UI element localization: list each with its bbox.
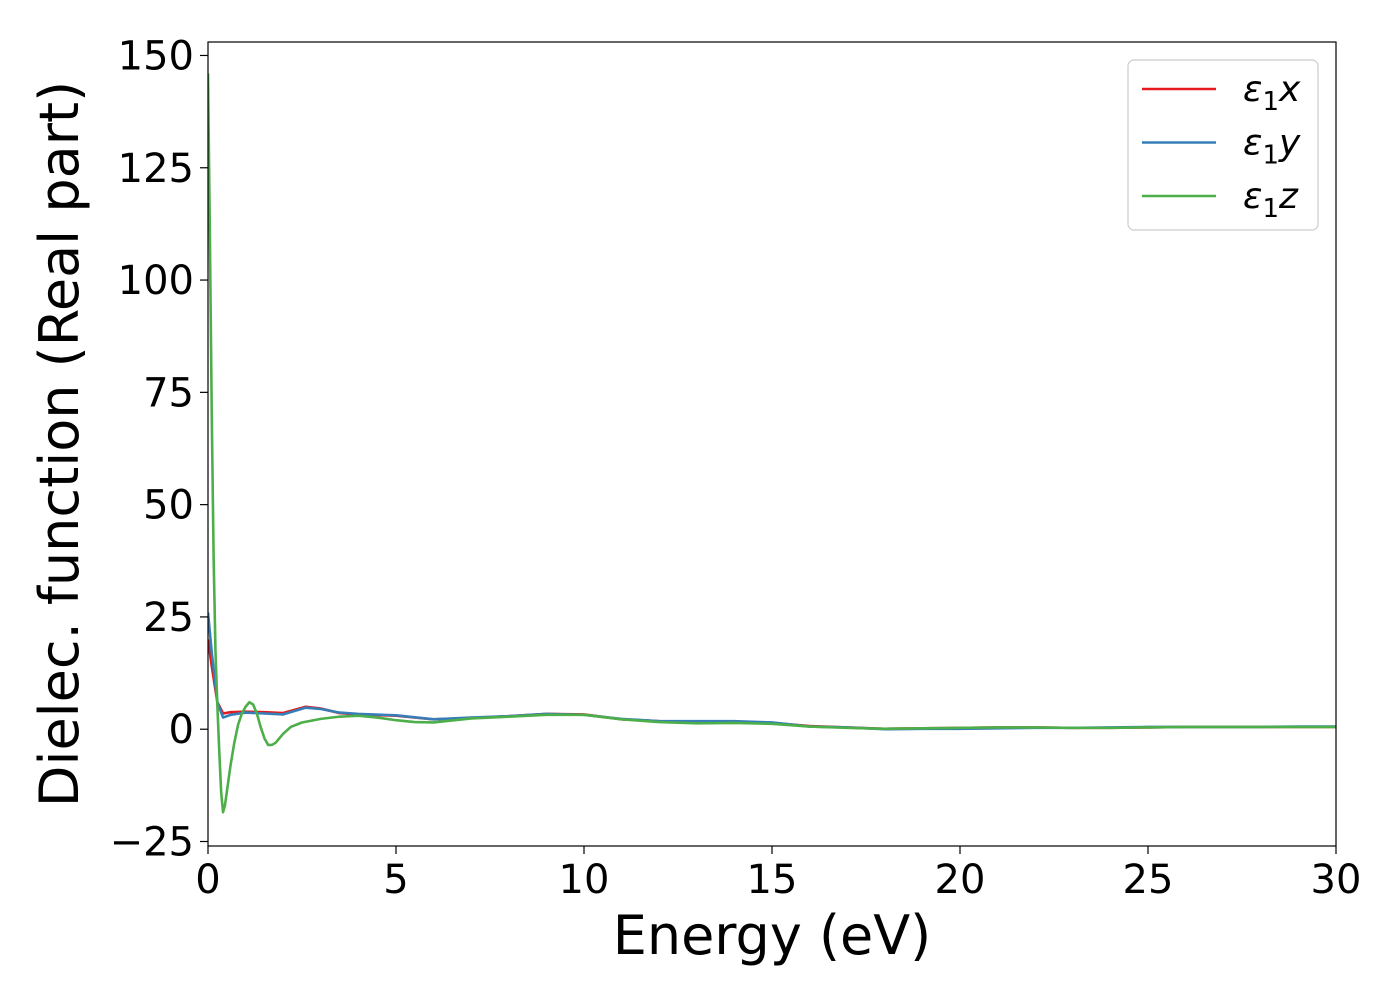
x-tick-label: 10 — [559, 857, 610, 903]
x-axis: 0 5 10 15 20 25 30 — [195, 846, 1361, 903]
y-tick-label: 75 — [143, 370, 194, 416]
y-tick-label: 100 — [118, 258, 194, 304]
y-tick-label: 50 — [143, 483, 194, 529]
y-tick-label: 125 — [118, 146, 194, 192]
y-tick-label: −25 — [110, 820, 194, 866]
legend-label-z: ε1z — [1243, 176, 1299, 224]
series-layer — [208, 73, 1336, 814]
y-tick-label: 25 — [143, 595, 194, 641]
y-axis: −25 0 25 50 75 100 125 150 — [110, 33, 208, 866]
legend-label-x: ε1x — [1243, 69, 1301, 117]
x-tick-label: 0 — [195, 857, 220, 903]
legend: ε1x ε1y ε1z — [1127, 59, 1319, 231]
legend-box — [1127, 59, 1319, 231]
x-tick-label: 25 — [1123, 857, 1174, 903]
series-line-z — [208, 73, 1336, 814]
legend-label-y: ε1y — [1243, 123, 1301, 171]
x-tick-label: 5 — [383, 857, 408, 903]
x-tick-label: 15 — [747, 857, 798, 903]
y-tick-label: 0 — [169, 707, 194, 753]
x-tick-label: 20 — [935, 857, 986, 903]
x-axis-title: Energy (eV) — [613, 904, 932, 967]
x-tick-label: 30 — [1311, 857, 1362, 903]
y-axis-title: Dielec. function (Real part) — [28, 81, 91, 807]
y-tick-label: 150 — [118, 33, 194, 79]
